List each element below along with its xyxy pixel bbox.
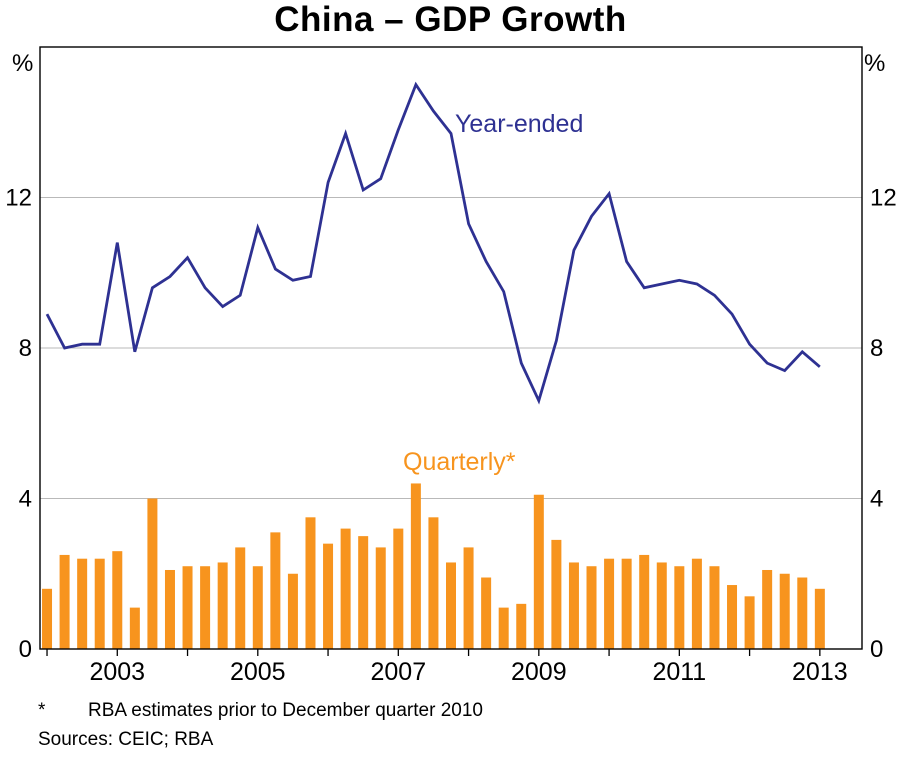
- y-tick-label-right: 4: [870, 486, 883, 513]
- quarterly-bar: [656, 562, 667, 649]
- quarterly-bar: [270, 532, 281, 649]
- footnote-marker: *: [38, 700, 46, 721]
- y-tick-label-left: 8: [19, 335, 32, 362]
- quarterly-bar: [410, 483, 421, 649]
- quarterly-bar: [42, 588, 53, 649]
- series-label-quarterly: Quarterly*: [403, 448, 516, 476]
- y-tick-label-right: 12: [870, 185, 897, 212]
- quarterly-bar: [235, 547, 246, 649]
- quarterly-bar: [516, 603, 527, 649]
- y-axis-unit-left: %: [12, 50, 34, 77]
- quarterly-bars-layer: [42, 483, 825, 649]
- quarterly-bar: [358, 536, 369, 649]
- x-tick-label: 2005: [230, 658, 286, 686]
- x-tick-label: 2011: [652, 658, 706, 686]
- quarterly-bar: [217, 562, 228, 649]
- quarterly-bar: [779, 573, 790, 649]
- x-tick-label: 2003: [89, 658, 145, 686]
- x-tick-label: 2007: [370, 658, 426, 686]
- x-tick-label: 2009: [511, 658, 567, 686]
- quarterly-bar: [727, 585, 738, 649]
- quarterly-bar: [94, 558, 105, 649]
- quarterly-bar: [446, 562, 456, 649]
- quarterly-bar: [323, 543, 334, 649]
- quarterly-bar: [112, 551, 123, 649]
- quarterly-bar: [709, 566, 720, 649]
- quarterly-bar: [305, 517, 316, 649]
- quarterly-bar: [762, 569, 773, 649]
- quarterly-bar: [77, 558, 88, 649]
- quarterly-bar: [252, 566, 263, 649]
- quarterly-bar: [604, 558, 615, 649]
- chart-canvas: 2003 2005 2007 2009 2011 2013 0 0 4 4 8 8 12 12: [5, 46, 897, 686]
- quarterly-bar: [744, 596, 755, 649]
- y-axis-unit-right: %: [864, 50, 886, 77]
- quarterly-bar: [59, 554, 70, 649]
- x-ticks-layer: [46, 649, 821, 656]
- quarterly-bar: [498, 607, 509, 649]
- quarterly-bar: [481, 577, 492, 649]
- quarterly-bar: [340, 528, 351, 649]
- quarterly-bar: [428, 517, 439, 649]
- quarterly-bar: [814, 588, 825, 649]
- quarterly-bar: [182, 566, 193, 649]
- y-tick-label-right: 0: [870, 636, 883, 663]
- quarterly-bar: [533, 494, 544, 649]
- quarterly-bar: [551, 539, 562, 649]
- quarterly-bar: [586, 566, 597, 649]
- quarterly-bar: [375, 547, 386, 649]
- quarterly-bar: [639, 554, 650, 649]
- plot-box: [39, 46, 863, 650]
- y-tick-label-right: 8: [870, 335, 883, 362]
- quarterly-bar: [164, 569, 175, 649]
- quarterly-bar: [691, 558, 702, 649]
- quarterly-bar: [393, 528, 404, 649]
- footnote-text: RBA estimates prior to December quarter …: [88, 700, 483, 721]
- footnotes: * RBA estimates prior to December quarter…: [38, 700, 483, 757]
- sources-line: Sources: CEIC; RBA: [38, 729, 214, 750]
- y-tick-label-left: 0: [19, 636, 32, 663]
- quarterly-bar: [463, 547, 474, 649]
- footnote-line: * RBA estimates prior to December quarter…: [38, 700, 483, 722]
- x-tick-labels: 2003 2005 2007 2009 2011 2013: [89, 658, 847, 686]
- quarterly-bar: [129, 607, 140, 649]
- quarterly-bar: [797, 577, 808, 649]
- quarterly-bar: [674, 566, 685, 649]
- y-tick-label-left: 12: [5, 185, 32, 212]
- series-label-year-ended: Year-ended: [455, 110, 584, 138]
- y-tick-label-left: 4: [19, 486, 32, 513]
- quarterly-bar: [147, 498, 158, 649]
- year-ended-line: [45, 81, 821, 405]
- chart-title: China – GDP Growth: [274, 0, 627, 39]
- quarterly-bar: [621, 558, 632, 649]
- y-tick-labels: 0 0 4 4 8 8 12 12: [5, 185, 896, 664]
- quarterly-bar: [200, 566, 211, 649]
- x-tick-label: 2013: [792, 658, 848, 686]
- quarterly-bar: [287, 573, 298, 649]
- gridlines-layer: [40, 197, 862, 499]
- quarterly-bar: [568, 562, 579, 649]
